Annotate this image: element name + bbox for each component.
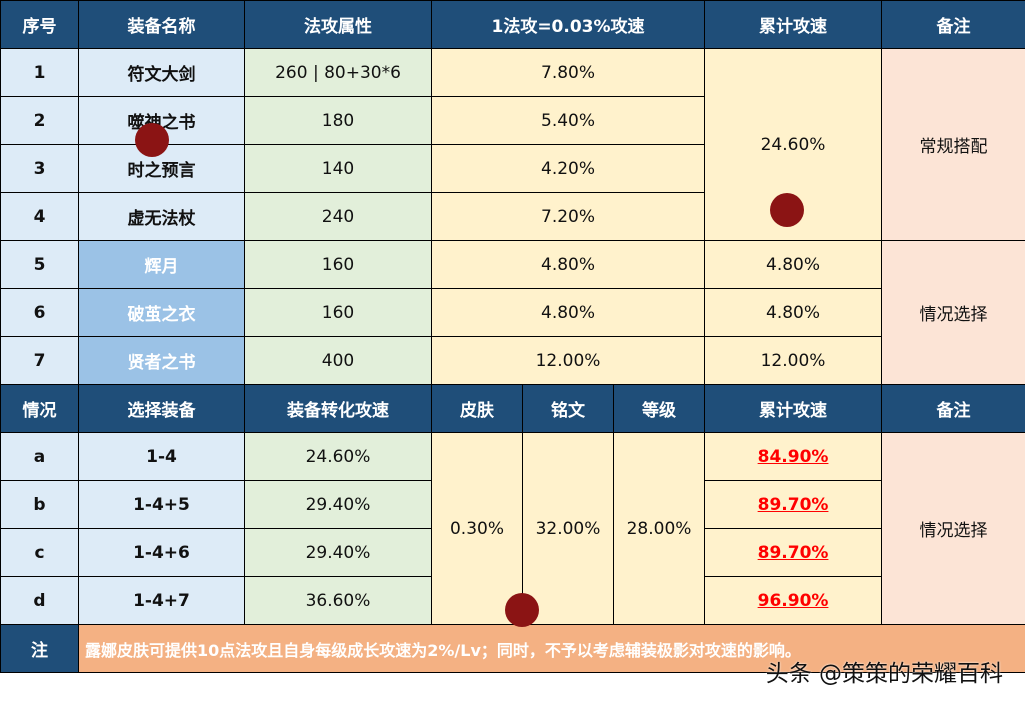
note-label: 注 (0, 624, 79, 673)
attack-speed-table: 序号 装备名称 法攻属性 1法攻=0.03%攻速 累计攻速 备注 1 符文大剑 … (0, 0, 1025, 673)
item-name: 贤者之书 (78, 336, 245, 385)
item-speed: 12.00% (430, 336, 706, 385)
header-magic-attack: 法攻属性 (244, 0, 432, 49)
item-name: 虚无法杖 (78, 192, 245, 241)
header-no: 序号 (0, 0, 79, 49)
case-row: a 1-4 24.60% 0.30% 32.00% 28.00% 84.90% … (0, 432, 1025, 625)
remark-regular: 常规搭配 (881, 48, 1025, 241)
header-converted-speed: 装备转化攻速 (244, 384, 432, 433)
item-no: 4 (0, 192, 79, 241)
case-row: c 1-4+6 29.40% 89.70% (0, 528, 1025, 577)
source-credit: 头条 @策策的荣耀百科 (765, 661, 1003, 687)
header-total-speed: 累计攻速 (704, 0, 883, 49)
table-row: 6 破茧之衣 160 4.80% 4.80% (0, 288, 1025, 337)
item-name: 辉月 (78, 240, 245, 289)
case-items: 1-4+7 (78, 576, 245, 625)
item-total: 12.00% (704, 336, 883, 385)
header-rune: 铭文 (522, 384, 614, 433)
item-total: 4.80% (704, 240, 883, 289)
item-speed: 5.40% (430, 96, 706, 145)
table-row: 4 虚无法杖 240 7.20% (0, 192, 1025, 241)
item-magic: 180 (244, 96, 432, 145)
case-id: b (0, 480, 79, 529)
header-total-speed: 累计攻速 (704, 384, 883, 433)
note-text: 露娜皮肤可提供10点法攻且自身每级成长攻速为2%/Lv；同时，不予以考虑辅装极影… (77, 624, 1025, 673)
item-no: 2 (0, 96, 79, 145)
case-convert: 24.60% (244, 432, 432, 481)
remark-situational: 情况选择 (881, 240, 1025, 385)
case-convert: 36.60% (244, 576, 432, 625)
item-magic: 260 | 80+30*6 (244, 48, 432, 97)
top-header-row: 序号 装备名称 法攻属性 1法攻=0.03%攻速 累计攻速 备注 (0, 0, 1025, 49)
bottom-remark: 情况选择 (881, 432, 1025, 625)
header-case: 情况 (0, 384, 79, 433)
case-items: 1-4 (78, 432, 245, 481)
case-id: d (0, 576, 79, 625)
item-name: 噬神之书 (78, 96, 245, 145)
case-items: 1-4+5 (78, 480, 245, 529)
case-convert: 29.40% (244, 528, 432, 577)
item-speed: 7.20% (430, 192, 706, 241)
case-id: a (0, 432, 79, 481)
item-magic: 160 (244, 240, 432, 289)
item-no: 1 (0, 48, 79, 97)
header-remark: 备注 (881, 0, 1025, 49)
header-selected-items: 选择装备 (78, 384, 245, 433)
case-id: c (0, 528, 79, 577)
case-total: 89.70% (757, 542, 829, 563)
item-speed: 4.80% (430, 240, 706, 289)
table-row: 1 符文大剑 260 | 80+30*6 7.80% 24.60% 常规搭配 (0, 48, 1025, 241)
case-convert: 29.40% (244, 480, 432, 529)
level-speed: 28.00% (612, 432, 706, 625)
item-total: 4.80% (704, 288, 883, 337)
rune-speed: 32.00% (522, 432, 614, 625)
item-speed: 7.80% (430, 48, 706, 97)
item-magic: 140 (244, 144, 432, 193)
note-row: 注 露娜皮肤可提供10点法攻且自身每级成长攻速为2%/Lv；同时，不予以考虑辅装… (0, 624, 1025, 673)
case-row: d 1-4+7 36.60% 96.90% (0, 576, 1025, 625)
header-conversion: 1法攻=0.03%攻速 (430, 0, 706, 49)
item-magic: 240 (244, 192, 432, 241)
table-row: 5 辉月 160 4.80% 4.80% 情况选择 (0, 240, 1025, 385)
item-name: 符文大剑 (78, 48, 245, 97)
group-total: 24.60% (704, 48, 883, 241)
case-items: 1-4+6 (78, 528, 245, 577)
bottom-header-row: 情况 选择装备 装备转化攻速 皮肤 铭文 等级 累计攻速 备注 (0, 384, 1025, 433)
case-row: b 1-4+5 29.40% 89.70% (0, 480, 1025, 529)
case-total: 89.70% (757, 494, 829, 515)
header-skin: 皮肤 (431, 384, 523, 433)
item-no: 6 (0, 288, 79, 337)
skin-speed: 0.30% (431, 432, 523, 625)
item-magic: 400 (244, 336, 432, 385)
table-row: 7 贤者之书 400 12.00% 12.00% (0, 336, 1025, 385)
item-no: 3 (0, 144, 79, 193)
header-item-name: 装备名称 (78, 0, 245, 49)
table-row: 3 时之预言 140 4.20% (0, 144, 1025, 193)
header-remark: 备注 (881, 384, 1025, 433)
item-name: 时之预言 (78, 144, 245, 193)
item-no: 7 (0, 336, 79, 385)
item-magic: 160 (244, 288, 432, 337)
case-total: 84.90% (757, 446, 829, 467)
item-speed: 4.80% (430, 288, 706, 337)
item-no: 5 (0, 240, 79, 289)
case-total: 96.90% (757, 590, 829, 611)
item-name: 破茧之衣 (78, 288, 245, 337)
item-speed: 4.20% (430, 144, 706, 193)
header-level: 等级 (612, 384, 706, 433)
